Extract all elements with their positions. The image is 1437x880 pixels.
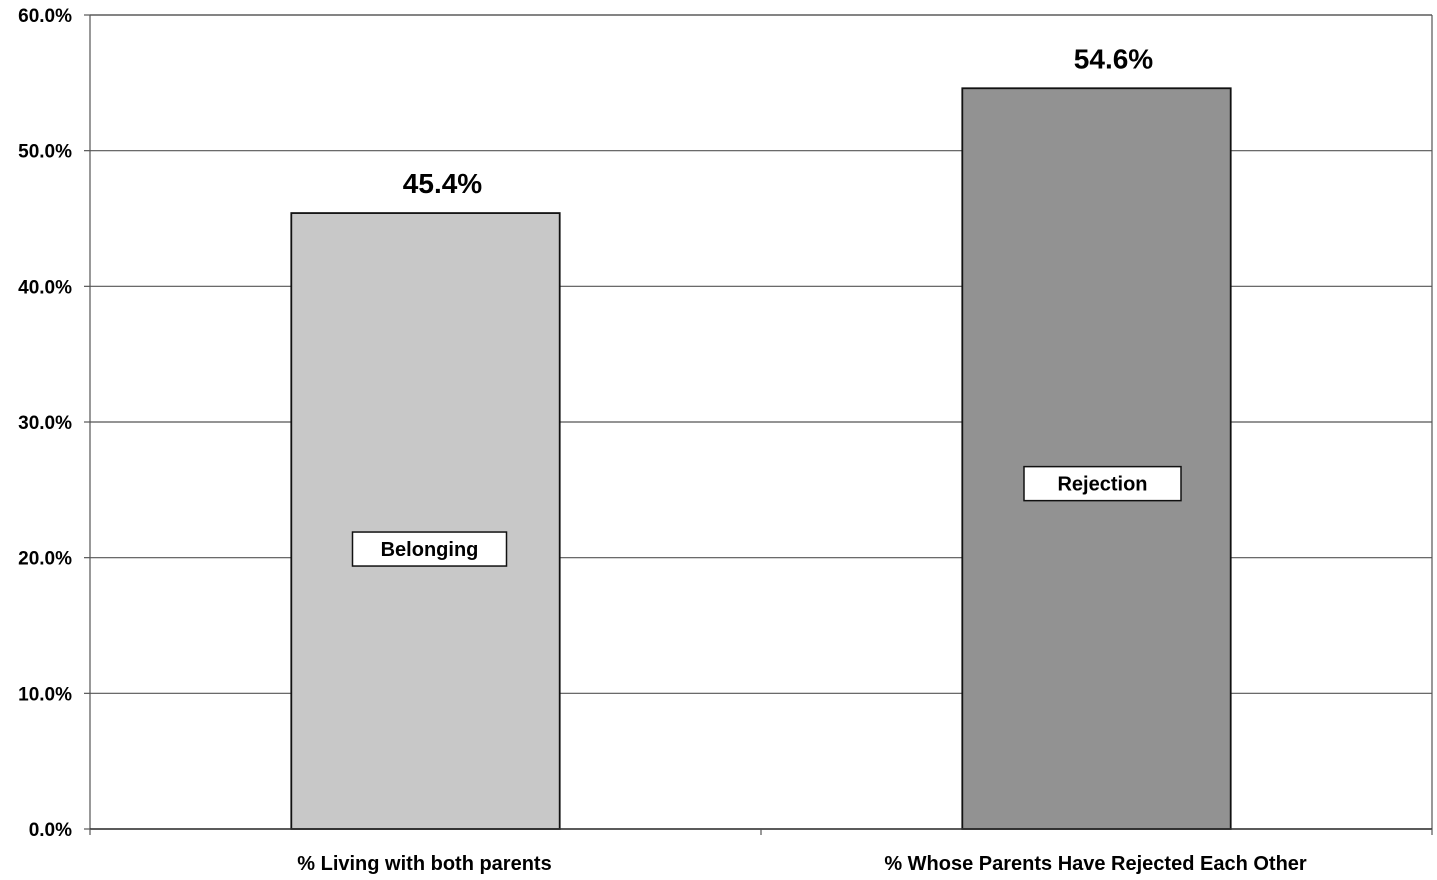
annotation-box xyxy=(351,531,508,567)
y-tick-label: 40.0% xyxy=(18,277,72,298)
annotation-label: Rejection xyxy=(1057,474,1147,496)
annotation-box xyxy=(1023,465,1182,502)
bars xyxy=(290,87,1232,830)
y-tick-label: 30.0% xyxy=(18,413,72,434)
x-category-label: % Whose Parents Have Rejected Each Other xyxy=(884,853,1307,875)
data-labels: 45.4% 54.6% xyxy=(403,43,1153,199)
y-tick-labels: 0.0% 10.0% 20.0% 30.0% 40.0% 50.0% 60.0% xyxy=(18,6,72,841)
x-category-labels: % Living with both parents % Whose Parent… xyxy=(297,853,1307,875)
y-tick-label: 50.0% xyxy=(18,142,72,163)
axes xyxy=(84,14,1433,835)
data-label: 45.4% xyxy=(403,168,482,199)
x-category-label: % Living with both parents xyxy=(297,853,551,875)
y-tick-label: 60.0% xyxy=(18,6,72,27)
bar-annotations: Belonging Rejection xyxy=(351,465,1182,567)
bar xyxy=(290,212,561,830)
data-label: 54.6% xyxy=(1074,43,1153,74)
y-tick-label: 10.0% xyxy=(18,684,72,705)
bar xyxy=(961,87,1232,830)
y-tick-label: 20.0% xyxy=(18,549,72,570)
annotation-label: Belonging xyxy=(381,539,479,561)
y-tick-label: 0.0% xyxy=(29,820,72,841)
